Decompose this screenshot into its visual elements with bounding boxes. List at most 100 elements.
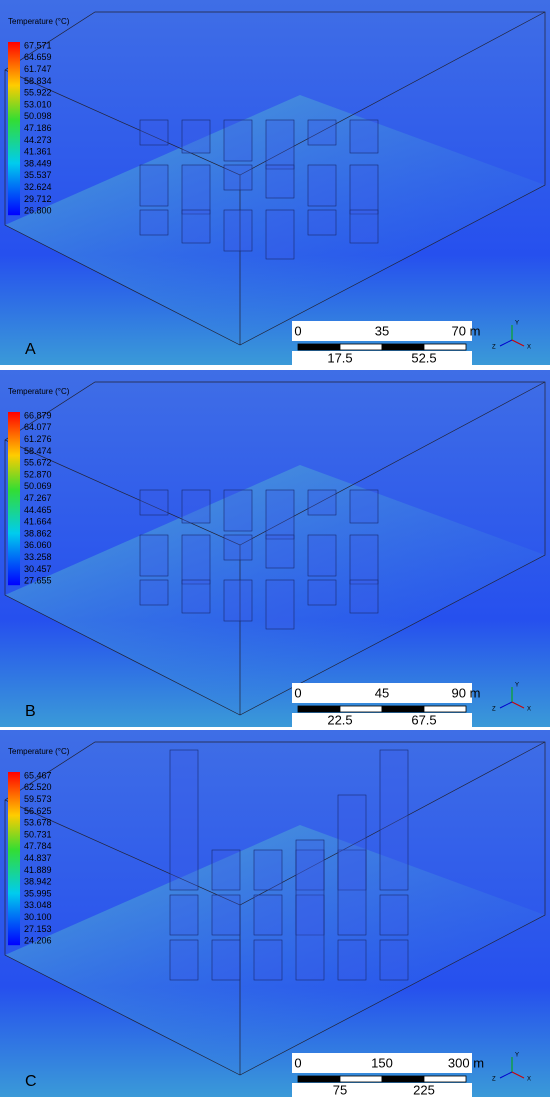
building [181, 579, 211, 614]
scale-label: 52.5 [411, 350, 436, 365]
panel-label: A [25, 341, 36, 358]
panel: Temperature (°C) 66.879 64.077 61.276 58.474… [0, 370, 550, 729]
axis-label: Z [492, 707, 496, 713]
building [223, 579, 253, 622]
scale-label: 90 m [452, 685, 481, 700]
building [349, 579, 379, 614]
building [265, 534, 295, 569]
building [379, 749, 409, 891]
colorbar [8, 412, 20, 586]
axis-label: X [527, 707, 531, 713]
panel-label: B [25, 703, 36, 720]
ground-plane [5, 825, 545, 1075]
building [181, 164, 211, 215]
axis-x [511, 701, 525, 709]
axis-label: Z [492, 1077, 496, 1083]
legend-title: Temperature (°C) [8, 387, 70, 396]
scale-background [292, 683, 472, 703]
legend-value: 55.922 [24, 88, 52, 98]
building [307, 164, 337, 207]
building [307, 534, 337, 577]
building [379, 939, 409, 981]
building [181, 534, 211, 585]
axis-label: Y [515, 683, 519, 689]
building [349, 164, 379, 215]
scale-segment [297, 705, 341, 713]
scale-segment [423, 1075, 467, 1083]
building [169, 749, 199, 891]
scale-label: 0 [294, 1055, 301, 1070]
panel-label: C [25, 1073, 37, 1090]
legend-value: 44.837 [24, 853, 52, 863]
axis-x [511, 1071, 525, 1079]
building [307, 209, 337, 236]
scale-label: 0 [294, 685, 301, 700]
legend-value: 30.457 [24, 564, 52, 574]
scale-segment [297, 1075, 341, 1083]
scale-segment [381, 1075, 425, 1083]
scale-background [292, 321, 472, 341]
axis-x [511, 339, 525, 347]
legend-value: 55.672 [24, 458, 52, 468]
legend-value: 62.520 [24, 782, 52, 792]
legend-value: 41.889 [24, 865, 52, 875]
scale-label: 22.5 [327, 712, 352, 727]
legend-value: 50.731 [24, 829, 52, 839]
building [349, 119, 379, 154]
legend-value: 38.942 [24, 877, 52, 887]
axis-label: Z [492, 345, 496, 351]
legend-value: 27.153 [24, 924, 52, 934]
legend-value: 53.010 [24, 99, 52, 109]
building [181, 209, 211, 244]
legend-value: 52.870 [24, 469, 52, 479]
legend-value: 50.098 [24, 111, 52, 121]
legend-value: 26.800 [24, 206, 52, 216]
building [169, 939, 199, 981]
scale-background [292, 351, 472, 367]
legend-value: 44.273 [24, 135, 52, 145]
legend-value: 50.069 [24, 481, 52, 491]
building [265, 489, 295, 540]
legend-value: 59.573 [24, 794, 52, 804]
building [349, 489, 379, 524]
legend-value: 47.186 [24, 123, 52, 133]
legend-value: 35.537 [24, 170, 52, 180]
building [349, 209, 379, 244]
legend-value: 41.664 [24, 517, 52, 527]
legend-value: 58.834 [24, 76, 52, 86]
scale-label: 67.5 [411, 712, 436, 727]
building [307, 579, 337, 606]
building [307, 489, 337, 516]
scale-segment [339, 705, 383, 713]
legend-value: 61.276 [24, 434, 52, 444]
scale-label: 150 [371, 1055, 393, 1070]
building [295, 894, 325, 936]
building [223, 119, 253, 162]
legend-value: 36.060 [24, 540, 52, 550]
axis-label: Y [515, 1053, 519, 1059]
legend-value: 41.361 [24, 147, 52, 157]
axis-z [499, 701, 513, 709]
building [223, 164, 253, 191]
scale-label: 45 [375, 685, 389, 700]
legend-value: 35.995 [24, 888, 52, 898]
legend-value: 38.449 [24, 158, 52, 168]
scale-segment [339, 1075, 383, 1083]
legend-value: 67.571 [24, 40, 52, 50]
scale-label: 0 [294, 323, 301, 338]
building [181, 489, 211, 524]
scale-segment [423, 705, 467, 713]
building [349, 534, 379, 585]
legend-value: 53.678 [24, 818, 52, 828]
legend-value: 29.712 [24, 194, 52, 204]
axis-z [499, 339, 513, 347]
legend-title: Temperature (°C) [8, 747, 70, 756]
legend-value: 66.879 [24, 410, 52, 420]
scale-background [292, 1083, 472, 1097]
axis-label: X [527, 1077, 531, 1083]
legend-value: 65.467 [24, 770, 52, 780]
legend-value: 64.659 [24, 52, 52, 62]
axis-z [499, 1071, 513, 1079]
building [139, 119, 169, 146]
